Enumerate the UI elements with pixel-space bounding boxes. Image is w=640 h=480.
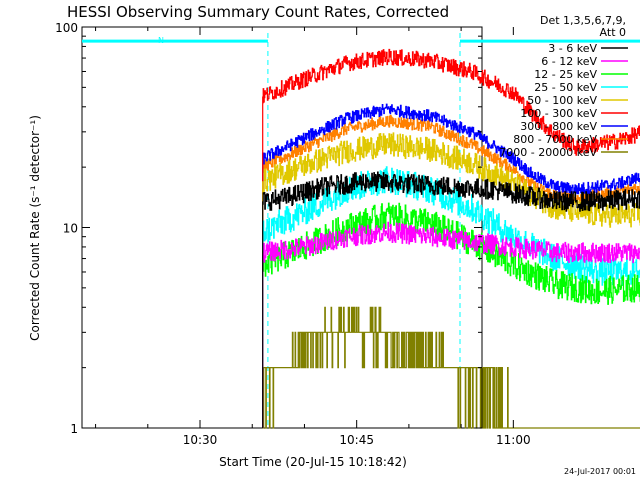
legend-entry-label: 25 - 50 keV <box>534 81 597 94</box>
series-line-6-12-kev-kev <box>262 221 640 428</box>
legend-header-line-1: Det 1,3,5,6,7,9, <box>540 14 626 27</box>
legend-entry-label: 50 - 100 keV <box>527 94 597 107</box>
series-line-50-100-kev-kev <box>262 132 640 428</box>
legend-entry-label: 12 - 25 keV <box>534 68 597 81</box>
legend-entry-label: 800 - 7000 keV <box>513 133 597 146</box>
series-layer <box>262 48 640 429</box>
legend-entry-label: 300 - 800 keV <box>520 120 597 133</box>
x-tick-label: 10:30 <box>183 433 218 447</box>
night-marker-label: N <box>158 36 164 45</box>
y-tick-label: 10 <box>63 222 78 236</box>
footer-date: 24-Jul-2017 00:01 <box>564 467 636 476</box>
legend-entry-label: 100 - 300 keV <box>520 107 597 120</box>
x-tick-label: 11:00 <box>496 433 531 447</box>
chart-title: HESSI Observing Summary Count Rates, Cor… <box>67 3 449 21</box>
y-tick-label: 100 <box>55 21 78 35</box>
legend-entry-label: 3 - 6 keV <box>548 42 597 55</box>
series-line-3-6-kev-kev <box>262 171 640 428</box>
y-axis-label: Corrected Count Rate (s⁻¹ detector⁻¹) <box>28 115 42 341</box>
legend-entry-label: 7000 - 20000 keV <box>499 146 597 159</box>
y-tick-label: 1 <box>70 422 78 436</box>
series-line-300-800-kev-kev <box>262 103 640 428</box>
series-line-12-25-kev-kev <box>262 202 640 428</box>
series-line-7000-20000-kev-kev <box>262 306 640 429</box>
x-axis-label: Start Time (20-Jul-15 10:18:42) <box>219 455 407 469</box>
legend-entry-label: 6 - 12 keV <box>541 55 597 68</box>
x-tick-label: 10:45 <box>339 433 374 447</box>
series-line-100-300-kev-kev <box>262 48 640 428</box>
legend-header-line-2: Att 0 <box>600 26 626 39</box>
